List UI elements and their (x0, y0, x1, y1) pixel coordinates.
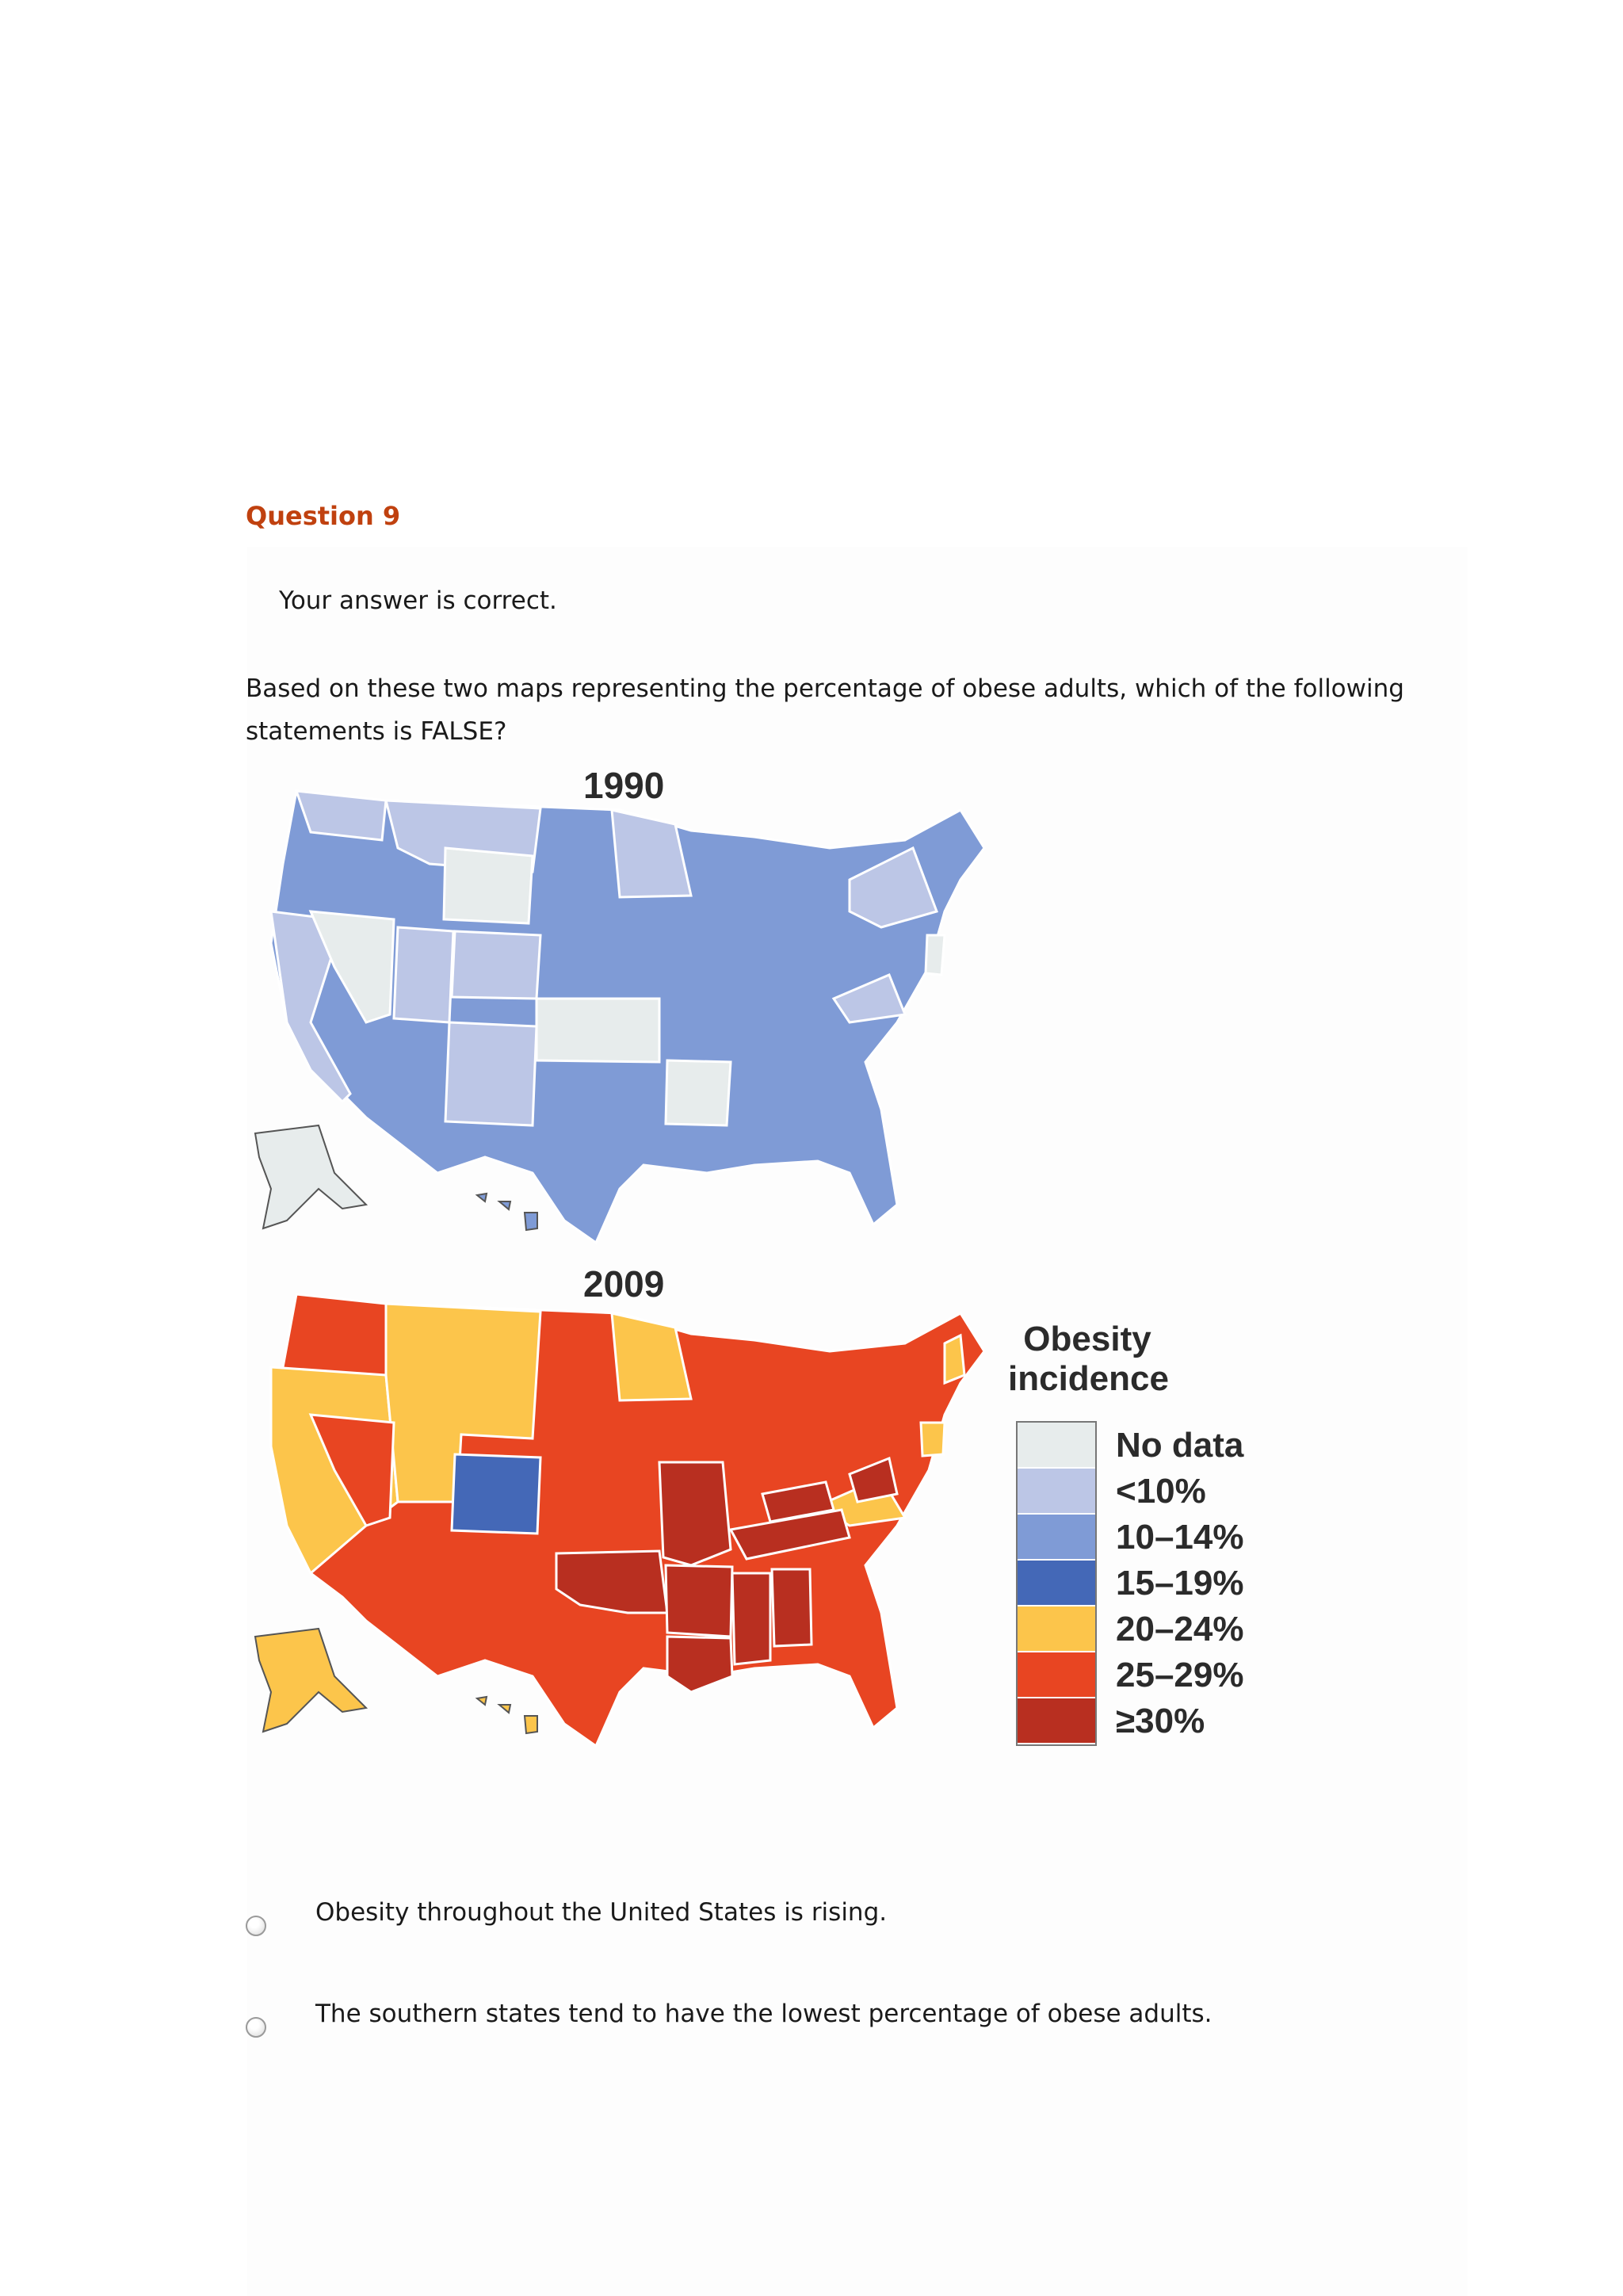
legend-label: No data (1116, 1426, 1244, 1465)
radio-button[interactable] (246, 2017, 266, 2038)
us-map-1990 (254, 789, 986, 1245)
radio-button[interactable] (246, 1916, 266, 1936)
us-map-2009 (254, 1293, 986, 1748)
legend-label: <10% (1116, 1472, 1206, 1511)
legend-swatch (1018, 1652, 1095, 1698)
legend-swatch (1018, 1469, 1095, 1515)
legend-swatches: No data <10% 10–14% 15–19% 20–24% 25–29%… (1016, 1421, 1243, 1746)
answer-option[interactable]: The southern states tend to have the low… (246, 2000, 1212, 2038)
map-2009: 2009 (247, 1263, 1024, 1755)
legend-item: 25–29% (1018, 1652, 1243, 1698)
map-1990: 1990 (247, 761, 1024, 1252)
legend-item: No data (1018, 1423, 1243, 1469)
map-year-label: 1990 (583, 765, 665, 806)
answer-option[interactable]: Obesity throughout the United States is … (246, 1898, 887, 1936)
legend-item: 20–24% (1018, 1606, 1243, 1652)
legend-item: 15–19% (1018, 1561, 1243, 1606)
legend-label: 25–29% (1116, 1656, 1244, 1694)
map-legend: Obesity incidence No data <10% 10–14% 15… (1008, 1320, 1277, 1746)
legend-swatch (1018, 1561, 1095, 1606)
legend-swatch (1018, 1423, 1095, 1469)
legend-label: ≥30% (1116, 1702, 1205, 1740)
map-year-label: 2009 (583, 1263, 665, 1305)
legend-label: 10–14% (1116, 1518, 1244, 1557)
legend-item: <10% (1018, 1469, 1206, 1515)
option-label: The southern states tend to have the low… (315, 2000, 1212, 2028)
legend-swatch (1018, 1698, 1095, 1744)
legend-swatch (1018, 1606, 1095, 1652)
legend-title: Obesity incidence (1008, 1320, 1169, 1398)
legend-item: ≥30% (1018, 1698, 1205, 1744)
answer-feedback: Your answer is correct. (279, 586, 557, 615)
legend-label: 20–24% (1116, 1610, 1244, 1648)
legend-swatch (1018, 1515, 1095, 1561)
legend-item: 10–14% (1018, 1515, 1243, 1561)
option-label: Obesity throughout the United States is … (315, 1898, 888, 1927)
legend-label: 15–19% (1116, 1564, 1244, 1603)
question-prompt: Based on these two maps representing the… (246, 674, 1404, 746)
question-title: Question 9 (246, 501, 401, 531)
